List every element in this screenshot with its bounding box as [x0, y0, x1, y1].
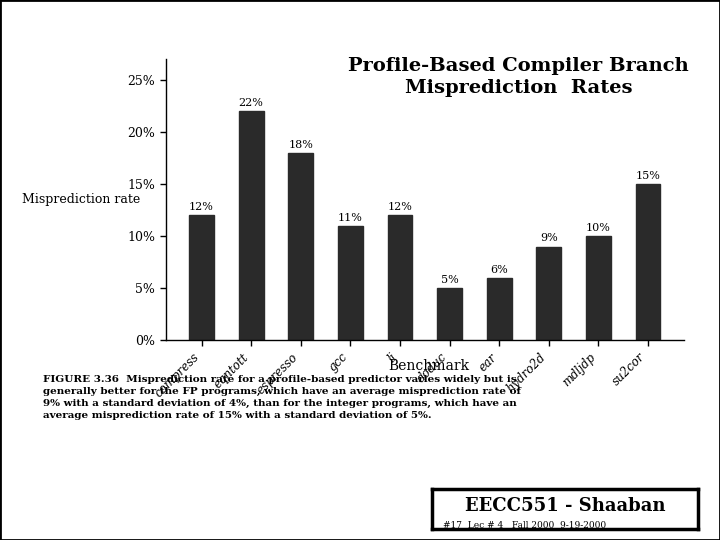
Text: #17  Lec # 4   Fall 2000  9-19-2000: #17 Lec # 4 Fall 2000 9-19-2000	[443, 521, 606, 530]
Text: 12%: 12%	[387, 202, 413, 212]
Bar	[437, 288, 462, 340]
Text: 5%: 5%	[441, 275, 459, 285]
Text: EECC551 - Shaaban: EECC551 - Shaaban	[465, 497, 665, 515]
Text: Misprediction rate: Misprediction rate	[22, 193, 140, 206]
Bar	[239, 111, 264, 340]
Bar	[586, 236, 611, 340]
Text: Benchmark: Benchmark	[388, 359, 469, 373]
Text: 6%: 6%	[490, 265, 508, 275]
Text: 15%: 15%	[636, 171, 660, 181]
Bar	[536, 247, 561, 340]
Bar	[387, 215, 413, 340]
Bar	[289, 153, 313, 340]
Text: Profile-Based Compiler Branch
Misprediction  Rates: Profile-Based Compiler Branch Mispredict…	[348, 57, 689, 97]
Text: 22%: 22%	[239, 98, 264, 109]
Text: 11%: 11%	[338, 213, 363, 222]
Bar	[338, 226, 363, 340]
Bar	[189, 215, 214, 340]
Bar	[487, 278, 512, 340]
Bar	[636, 184, 660, 340]
Text: 12%: 12%	[189, 202, 214, 212]
Text: FIGURE 3.36  Misprediction rate for a profile-based predictor varies widely but : FIGURE 3.36 Misprediction rate for a pro…	[43, 375, 521, 420]
Text: 18%: 18%	[288, 140, 313, 150]
Text: 9%: 9%	[540, 233, 558, 244]
Text: 10%: 10%	[586, 223, 611, 233]
